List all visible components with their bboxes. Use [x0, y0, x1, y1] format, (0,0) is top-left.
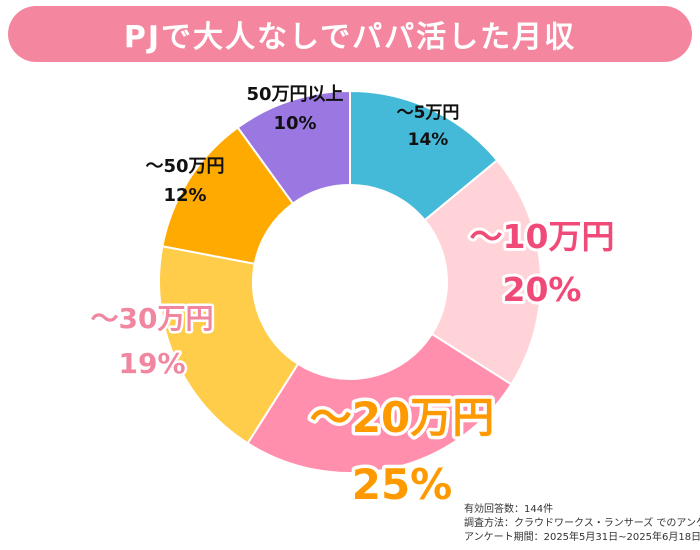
survey-footnote: 有効回答数：144件 調査方法：クラウドワークス・ランサーズ でのアンケート ア… [464, 503, 700, 545]
slice-value-label: 25% [352, 460, 453, 509]
donut-slice [158, 245, 300, 445]
slice-value-label: 10% [273, 113, 316, 134]
slice-label: 〜30万円 19% [91, 302, 214, 380]
slice-category-label: 〜20万円 [310, 393, 494, 442]
donut-slice [236, 89, 351, 205]
slice-label: 〜50万円 12% [145, 156, 224, 206]
slice-label: 〜10万円 20% [470, 217, 615, 309]
slice-category-label: 〜30万円 [91, 302, 214, 335]
slice-label: 〜5万円 14% [397, 103, 460, 150]
donut-slice [423, 158, 542, 386]
footnote-method: 調査方法：クラウドワークス・ランサーズ でのアンケート [464, 518, 700, 529]
slice-category-label: 〜50万円 [145, 156, 224, 177]
slice-category-label: 〜5万円 [397, 103, 460, 123]
donut-slice [246, 332, 513, 474]
slice-category-label: 〜10万円 [470, 217, 615, 256]
slice-value-label: 19% [118, 347, 185, 380]
slice-category-label: 50万円以上 [246, 84, 343, 105]
slice-label: 〜20万円 25% [310, 393, 494, 509]
title-banner: PJで大人なしでパパ活した月収 [8, 6, 692, 62]
slice-value-label: 14% [408, 130, 449, 150]
slice-label: 50万円以上 10% [246, 84, 343, 134]
chart-title: PJで大人なしでパパ活した月収 [123, 20, 577, 55]
footnote-period: アンケート期間：2025年5月31日~2025年6月18日 [464, 532, 700, 543]
slice-value-label: 12% [163, 185, 206, 206]
slice-value-label: 20% [503, 270, 582, 309]
footnote-responses: 有効回答数：144件 [464, 504, 554, 515]
